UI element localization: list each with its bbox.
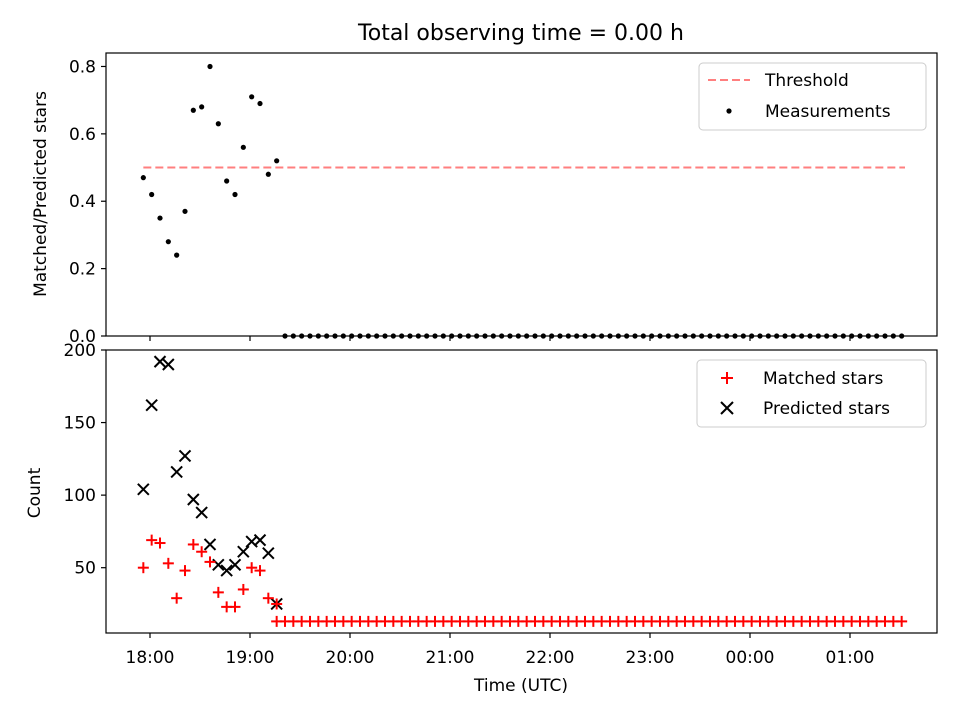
matched-legend-swatch — [721, 372, 733, 384]
predicted-star-point — [137, 483, 150, 496]
x-axis-label: Time (UTC) — [473, 676, 568, 696]
predicted-star-point — [237, 545, 250, 558]
top-legend: Threshold Measurements — [698, 62, 927, 131]
top-y-tick-label: 0.6 — [69, 125, 96, 145]
measurement-point — [240, 144, 246, 150]
matched-star-point — [262, 592, 274, 604]
matched-star-point — [137, 562, 149, 574]
x-tick-label: 22:00 — [526, 648, 575, 668]
measurement-point — [257, 100, 263, 107]
matched-star-point — [246, 562, 258, 574]
bottom-marks — [137, 355, 908, 627]
measurement-point — [165, 239, 171, 245]
top-panel: 0.00.20.40.60.8 Matched/Predicted stars … — [31, 52, 938, 347]
measurement-point — [149, 191, 155, 198]
matched-star-point — [896, 615, 908, 627]
x-tick-label: 21:00 — [426, 648, 475, 668]
matched-star-point — [171, 592, 183, 604]
bottom-y-tick-label: 150 — [64, 414, 96, 434]
predicted-star-point — [145, 398, 158, 412]
bottom-y-tick-label: 50 — [74, 559, 96, 579]
matched-legend-label: Matched stars — [763, 369, 883, 389]
measurement-point — [182, 208, 188, 214]
x-tick-label: 18:00 — [126, 648, 175, 668]
x-tick-label: 20:00 — [326, 648, 375, 668]
measurement-point — [157, 215, 163, 221]
predicted-star-point — [170, 465, 183, 479]
measurement-point — [265, 171, 271, 177]
measurement-point — [207, 63, 213, 70]
measurements-legend-swatch — [726, 108, 732, 114]
measurement-point — [190, 107, 196, 113]
top-y-tick-label: 0.4 — [69, 192, 96, 212]
chart-title: Total observing time = 0.00 h — [357, 21, 684, 46]
matched-star-point — [204, 556, 216, 568]
measurement-point — [274, 158, 280, 164]
bottom-y-axis-label: Count — [25, 467, 45, 518]
bottom-panel: 50 100 150 200 18:00 19:00 20:00 21:00 22:00 23:… — [25, 341, 938, 696]
predicted-star-point — [253, 533, 267, 547]
predicted-star-point — [195, 506, 208, 519]
matched-star-point — [271, 598, 283, 610]
matched-star-point — [237, 583, 249, 595]
x-tick-label: 19:00 — [226, 648, 275, 668]
top-y-tick-label: 0.8 — [69, 57, 96, 77]
measurement-point — [249, 94, 255, 100]
measurement-point — [215, 121, 221, 127]
top-y-tick-label: 0.0 — [69, 327, 96, 347]
measurements-legend-label: Measurements — [765, 102, 891, 122]
bottom-axes-frame — [105, 349, 938, 634]
predicted-star-point — [203, 538, 217, 551]
threshold-legend-label: Threshold — [764, 71, 849, 91]
measurement-point — [232, 191, 238, 198]
matched-star-point — [196, 546, 208, 558]
top-legend-box — [698, 62, 927, 131]
matched-star-point — [162, 557, 174, 569]
measurement-point — [199, 104, 205, 110]
predicted-legend-swatch — [720, 401, 734, 415]
x-tick-label: 01:00 — [826, 648, 875, 668]
x-tick-label: 00:00 — [726, 648, 775, 668]
matched-star-point — [212, 586, 224, 598]
matched-star-point — [179, 565, 191, 577]
top-axes-frame — [105, 52, 938, 337]
top-x-ticks — [149, 336, 851, 341]
bottom-y-tick-label: 100 — [64, 486, 96, 506]
bottom-y-tick-label: 200 — [64, 341, 96, 361]
bottom-y-ticks: 50 100 150 200 — [64, 341, 106, 579]
bottom-legend: Matched stars Predicted stars — [696, 359, 927, 428]
top-y-tick-label: 0.2 — [69, 260, 96, 280]
predicted-star-point — [262, 546, 275, 560]
predicted-star-point — [162, 358, 175, 371]
measurement-point — [140, 175, 146, 181]
predicted-star-point — [178, 449, 192, 463]
predicted-star-point — [228, 558, 242, 571]
matched-star-point — [187, 538, 199, 550]
matched-star-point — [146, 534, 158, 546]
matched-star-point — [229, 601, 241, 613]
predicted-legend-label: Predicted stars — [763, 399, 890, 419]
top-y-axis-label: Matched/Predicted stars — [31, 91, 51, 297]
measurement-point — [174, 252, 180, 258]
measurement-point — [224, 178, 230, 184]
predicted-star-point — [187, 493, 200, 506]
top-y-ticks: 0.0 0.2 0.4 0.6 0.8 — [69, 57, 106, 347]
predicted-star-point — [220, 564, 233, 577]
x-tick-label: 23:00 — [626, 648, 675, 668]
bottom-legend-box — [696, 359, 927, 428]
matched-star-point — [154, 537, 166, 549]
predicted-star-point — [153, 355, 167, 368]
matched-star-point — [254, 565, 266, 577]
bottom-x-ticks: 18:00 19:00 20:00 21:00 22:00 23:00 00:00 01:00 — [126, 633, 875, 668]
